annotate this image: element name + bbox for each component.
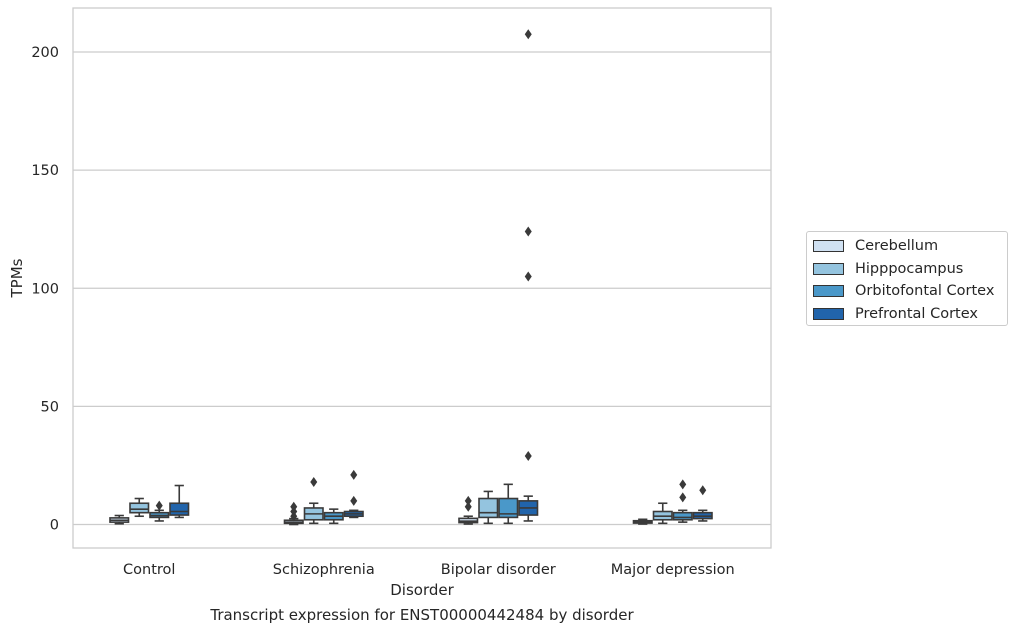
plot-area-frame (72, 7, 772, 549)
outlier-point (350, 495, 358, 506)
x-tick-label: Major depression (611, 562, 735, 578)
outlier-point (524, 226, 532, 237)
legend-swatch-hippocampus (813, 263, 844, 275)
box-orbitofontal-cortex (149, 500, 170, 522)
outlier-point (679, 479, 687, 490)
legend-label-cerebellum: Cerebellum (855, 238, 939, 254)
box-iqr (169, 502, 190, 516)
legend-label-hippocampus: Hipppocampus (855, 261, 964, 277)
legend-item-orbitofrontal-cortex: Orbitofontal Cortex (813, 280, 994, 302)
box-iqr (672, 511, 693, 521)
box-prefrontal-cortex (169, 484, 190, 519)
box-hipppocampus (478, 490, 499, 525)
box-iqr (478, 497, 499, 519)
legend-swatch-cerebellum (813, 240, 844, 252)
x-axis-label: Disorder (390, 581, 454, 599)
legend: Cerebellum Hipppocampus Orbitofontal Cor… (806, 231, 1008, 326)
legend-label-prefrontal-cortex: Prefrontal Cortex (855, 306, 978, 322)
box-orbitofontal-cortex (323, 508, 344, 525)
outlier-point (679, 492, 687, 503)
y-tick-label: 0 (50, 518, 59, 534)
outlier-point (310, 476, 318, 487)
x-tick-label: Control (123, 562, 175, 578)
legend-item-hippocampus: Hipppocampus (813, 258, 963, 280)
box-prefrontal-cortex (518, 29, 539, 522)
legend-item-prefrontal-cortex: Prefrontal Cortex (813, 303, 978, 325)
outlier-point (524, 450, 532, 461)
outlier-point (524, 29, 532, 40)
box-hipppocampus (652, 502, 673, 525)
box-cerebellum (458, 495, 479, 525)
figure-caption: Transcript expression for ENST0000044248… (210, 606, 634, 624)
outlier-point (464, 501, 472, 512)
y-axis-label: TPMs (8, 258, 26, 298)
box-cerebellum (283, 501, 304, 526)
box-prefrontal-cortex (692, 485, 713, 522)
box-iqr (129, 502, 150, 514)
y-tick-label: 200 (31, 45, 59, 61)
outlier-point (290, 501, 298, 512)
outlier-point (350, 469, 358, 480)
box-cerebellum (632, 518, 653, 525)
y-tick-label: 150 (31, 163, 59, 179)
outlier-point (155, 500, 163, 511)
outlier-point (699, 485, 707, 496)
legend-swatch-orbitofrontal-cortex (813, 285, 844, 297)
x-tick-label: Schizophrenia (273, 562, 375, 578)
box-orbitofontal-cortex (672, 479, 693, 523)
outlier-point (524, 271, 532, 282)
box-hipppocampus (303, 476, 324, 525)
y-tick-label: 50 (41, 399, 59, 415)
x-tick-label: Bipolar disorder (441, 562, 556, 578)
y-tick-label: 100 (31, 281, 59, 297)
box-hipppocampus (129, 497, 150, 518)
legend-item-cerebellum: Cerebellum (813, 235, 938, 257)
legend-swatch-prefrontal-cortex (813, 308, 844, 320)
box-orbitofontal-cortex (498, 483, 519, 525)
outlier-point (464, 495, 472, 506)
box-prefrontal-cortex (343, 469, 364, 519)
legend-label-orbitofrontal-cortex: Orbitofontal Cortex (855, 283, 995, 299)
box-iqr (498, 497, 519, 519)
box-cerebellum (109, 514, 130, 525)
